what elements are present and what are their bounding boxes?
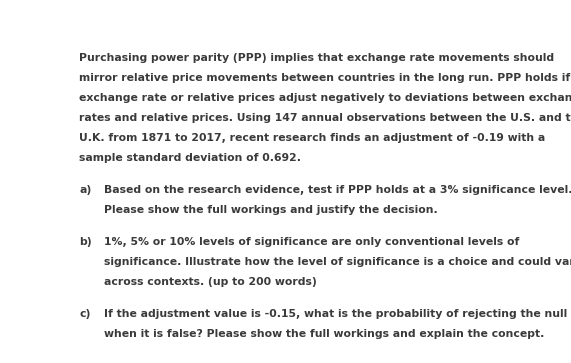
Text: c): c) <box>79 309 91 319</box>
Text: Please show the full workings and justify the decision.: Please show the full workings and justif… <box>104 205 437 215</box>
Text: a): a) <box>79 185 91 195</box>
Text: U.K. from 1871 to 2017, recent research finds an adjustment of -0.19 with a: U.K. from 1871 to 2017, recent research … <box>79 133 545 143</box>
Text: Purchasing power parity (PPP) implies that exchange rate movements should: Purchasing power parity (PPP) implies th… <box>79 53 554 63</box>
Text: when it is false? Please show the full workings and explain the concept.: when it is false? Please show the full w… <box>104 329 544 339</box>
Text: exchange rate or relative prices adjust negatively to deviations between exchang: exchange rate or relative prices adjust … <box>79 93 571 103</box>
Text: b): b) <box>79 237 92 247</box>
Text: Based on the research evidence, test if PPP holds at a 3% significance level.: Based on the research evidence, test if … <box>104 185 571 195</box>
Text: significance. Illustrate how the level of significance is a choice and could var: significance. Illustrate how the level o… <box>104 257 571 267</box>
Text: rates and relative prices. Using 147 annual observations between the U.S. and th: rates and relative prices. Using 147 ann… <box>79 113 571 123</box>
Text: 1%, 5% or 10% levels of significance are only conventional levels of: 1%, 5% or 10% levels of significance are… <box>104 237 519 247</box>
Text: across contexts. (up to 200 words): across contexts. (up to 200 words) <box>104 277 316 287</box>
Text: If the adjustment value is -0.15, what is the probability of rejecting the null: If the adjustment value is -0.15, what i… <box>104 309 567 319</box>
Text: mirror relative price movements between countries in the long run. PPP holds if: mirror relative price movements between … <box>79 73 570 83</box>
Text: sample standard deviation of 0.692.: sample standard deviation of 0.692. <box>79 152 301 163</box>
